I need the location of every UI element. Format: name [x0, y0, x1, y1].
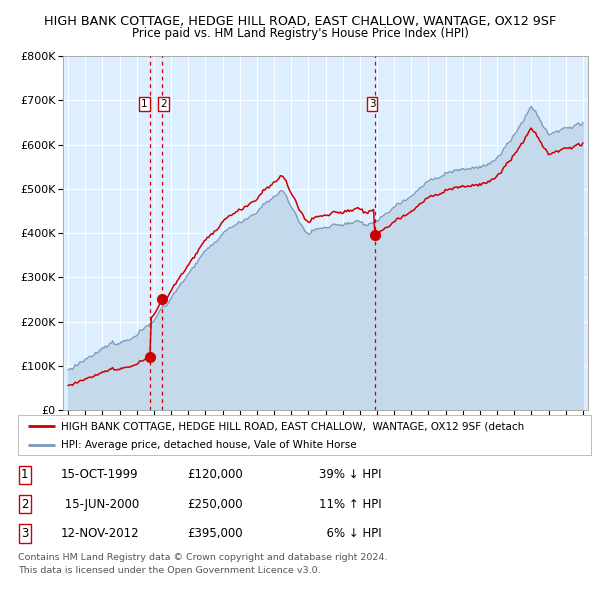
- Text: 11% ↑ HPI: 11% ↑ HPI: [319, 497, 382, 511]
- Text: 6% ↓ HPI: 6% ↓ HPI: [319, 527, 382, 540]
- Text: 2: 2: [21, 497, 29, 511]
- Text: £250,000: £250,000: [187, 497, 242, 511]
- Text: 2: 2: [160, 99, 167, 109]
- Text: 3: 3: [369, 99, 376, 109]
- Text: £395,000: £395,000: [187, 527, 242, 540]
- Text: 15-JUN-2000: 15-JUN-2000: [61, 497, 139, 511]
- Text: 1: 1: [141, 99, 148, 109]
- Text: 1: 1: [21, 468, 29, 481]
- Text: 3: 3: [21, 527, 29, 540]
- Text: Price paid vs. HM Land Registry's House Price Index (HPI): Price paid vs. HM Land Registry's House …: [131, 27, 469, 40]
- Text: HPI: Average price, detached house, Vale of White Horse: HPI: Average price, detached house, Vale…: [61, 441, 356, 450]
- Text: 15-OCT-1999: 15-OCT-1999: [61, 468, 139, 481]
- Text: 39% ↓ HPI: 39% ↓ HPI: [319, 468, 382, 481]
- Text: HIGH BANK COTTAGE, HEDGE HILL ROAD, EAST CHALLOW, WANTAGE, OX12 9SF: HIGH BANK COTTAGE, HEDGE HILL ROAD, EAST…: [44, 15, 556, 28]
- Text: Contains HM Land Registry data © Crown copyright and database right 2024.
This d: Contains HM Land Registry data © Crown c…: [18, 553, 388, 575]
- Text: £120,000: £120,000: [187, 468, 243, 481]
- Text: 12-NOV-2012: 12-NOV-2012: [61, 527, 140, 540]
- Text: HIGH BANK COTTAGE, HEDGE HILL ROAD, EAST CHALLOW,  WANTAGE, OX12 9SF (detach: HIGH BANK COTTAGE, HEDGE HILL ROAD, EAST…: [61, 421, 524, 431]
